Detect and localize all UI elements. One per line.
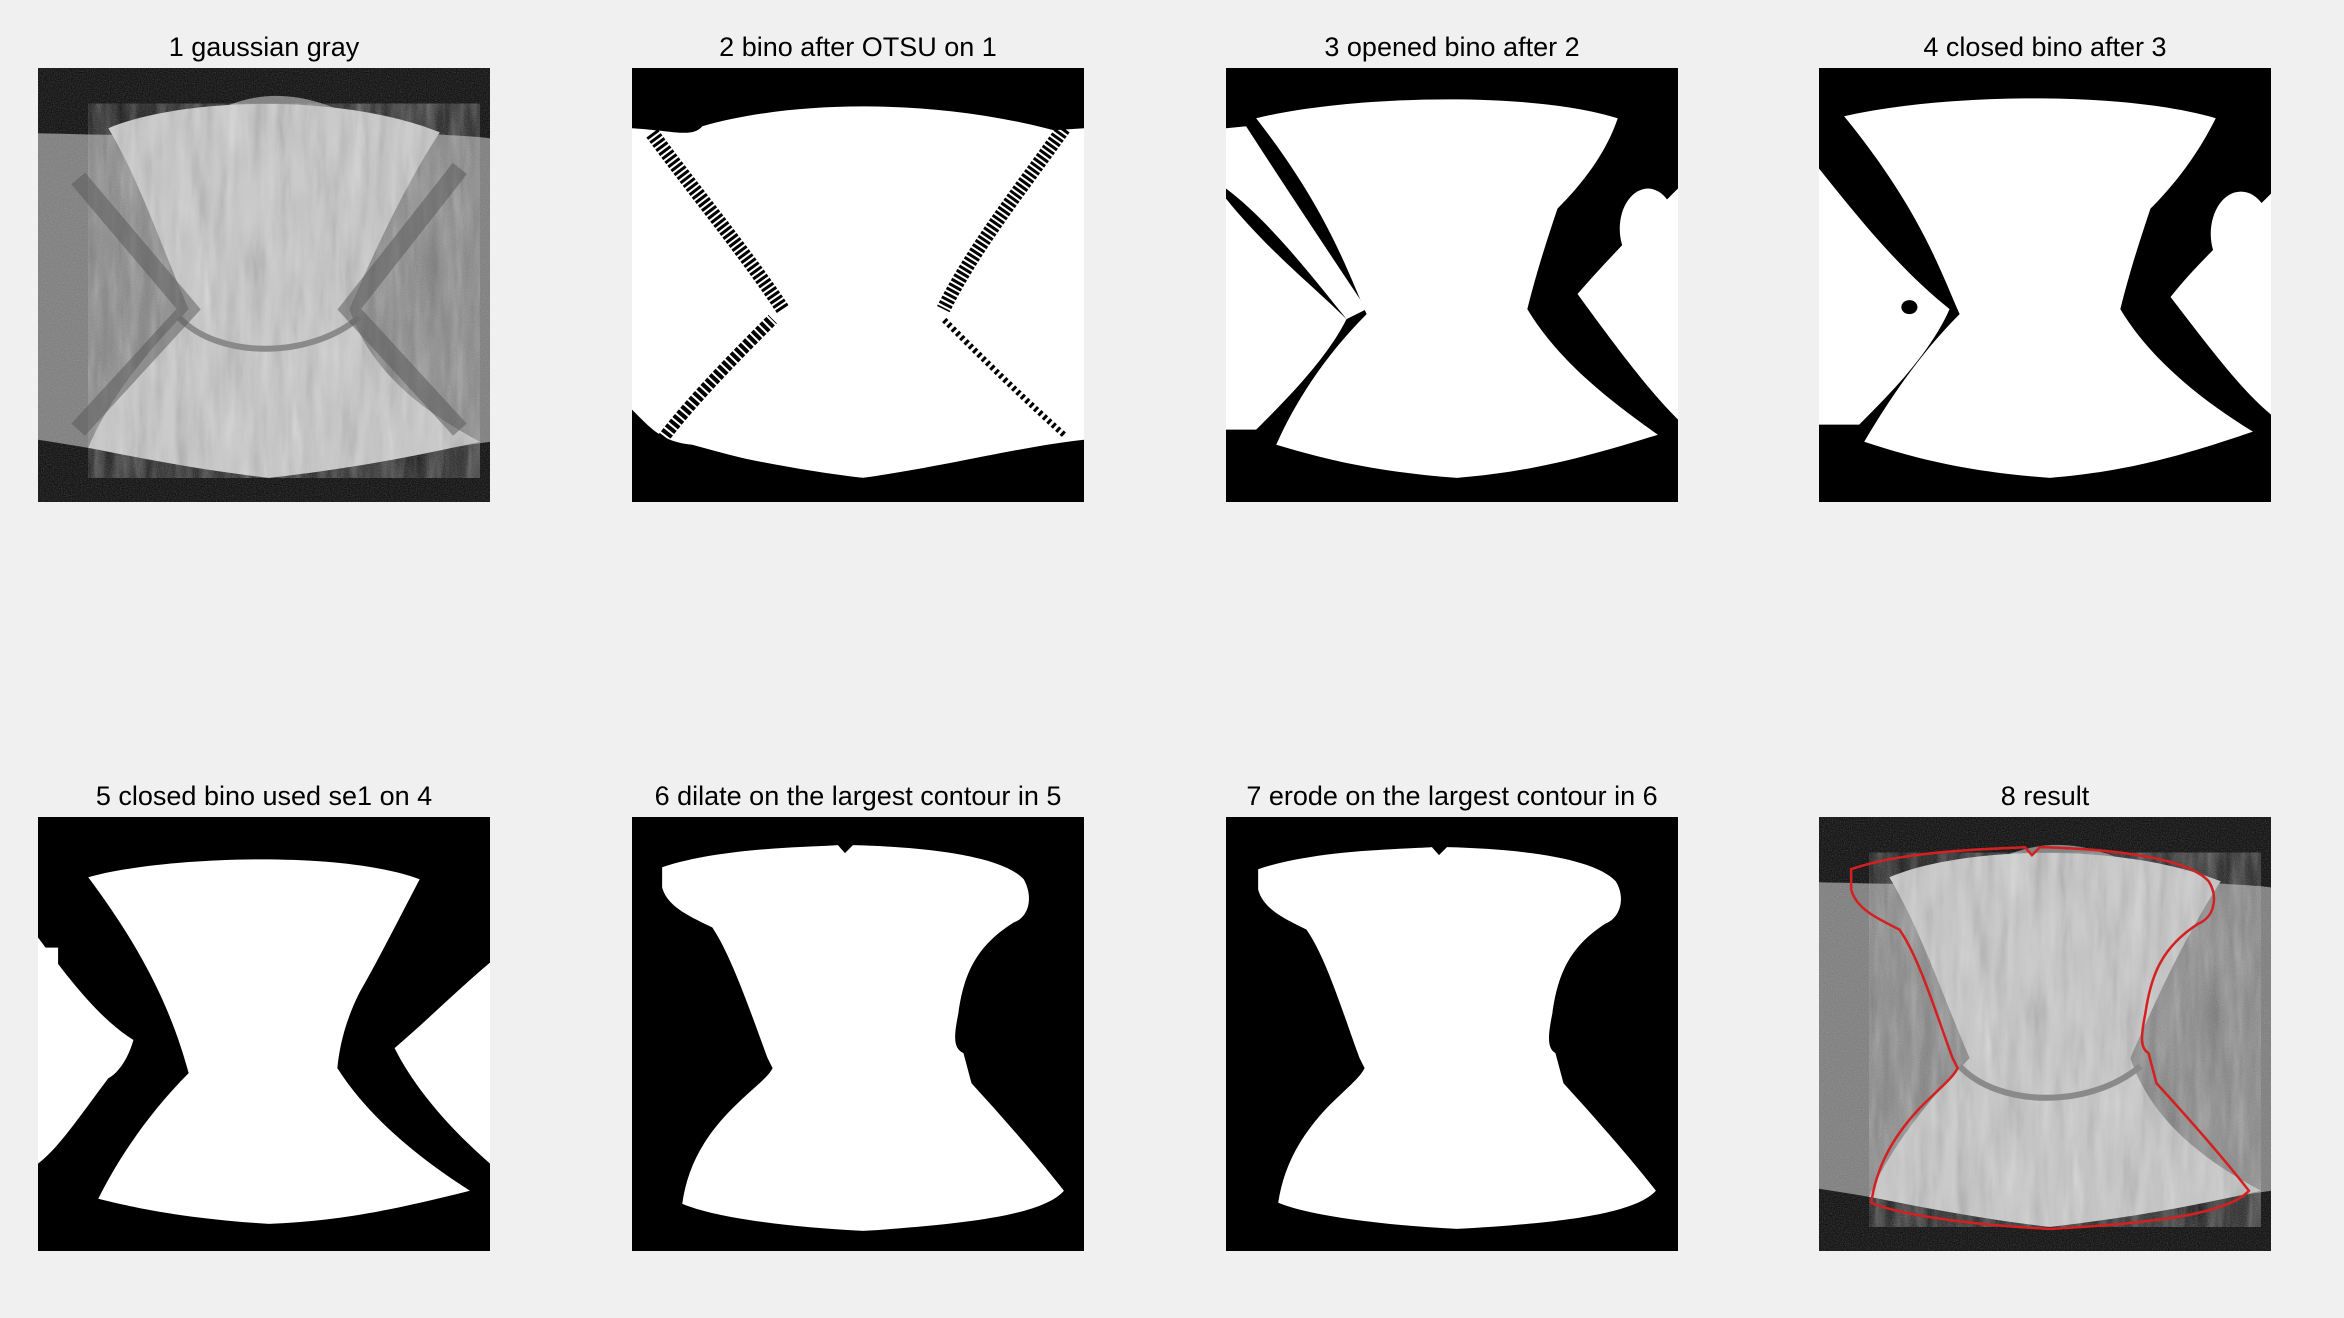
panel-6: 6 dilate on the largest contour in 5: [632, 781, 1084, 1251]
panel-title: 5 closed bino used se1 on 4: [95, 781, 433, 811]
gaussian-gray-image: [38, 68, 490, 502]
otsu-binary-image: [632, 68, 1084, 502]
panel-title: 3 opened bino after 2: [1324, 32, 1580, 62]
opened-binary-image: [1226, 68, 1678, 502]
result-image: [1819, 817, 2271, 1251]
panel-8: 8 result: [1819, 781, 2271, 1251]
panel-title: 2 bino after OTSU on 1: [719, 32, 997, 62]
panel-3: 3 opened bino after 2: [1226, 32, 1678, 502]
panel-7: 7 erode on the largest contour in 6: [1226, 781, 1678, 1251]
panel-5: 5 closed bino used se1 on 4: [38, 781, 490, 1251]
panel-1: 1 gaussian gray: [38, 32, 490, 502]
panel-title: 4 closed bino after 3: [1923, 32, 2167, 62]
panel-title: 1 gaussian gray: [168, 32, 360, 62]
panel-title: 8 result: [2000, 781, 2090, 811]
panel-title: 7 erode on the largest contour in 6: [1246, 781, 1658, 811]
dilated-contour-image: [632, 817, 1084, 1251]
closed-se1-binary-image: [38, 817, 490, 1251]
eroded-contour-image: [1226, 817, 1678, 1251]
closed-binary-image: [1819, 68, 2271, 502]
panel-4: 4 closed bino after 3: [1819, 32, 2271, 502]
panel-2: 2 bino after OTSU on 1: [632, 32, 1084, 502]
panel-title: 6 dilate on the largest contour in 5: [654, 781, 1062, 811]
segmentation-outline: [1849, 845, 2251, 1231]
